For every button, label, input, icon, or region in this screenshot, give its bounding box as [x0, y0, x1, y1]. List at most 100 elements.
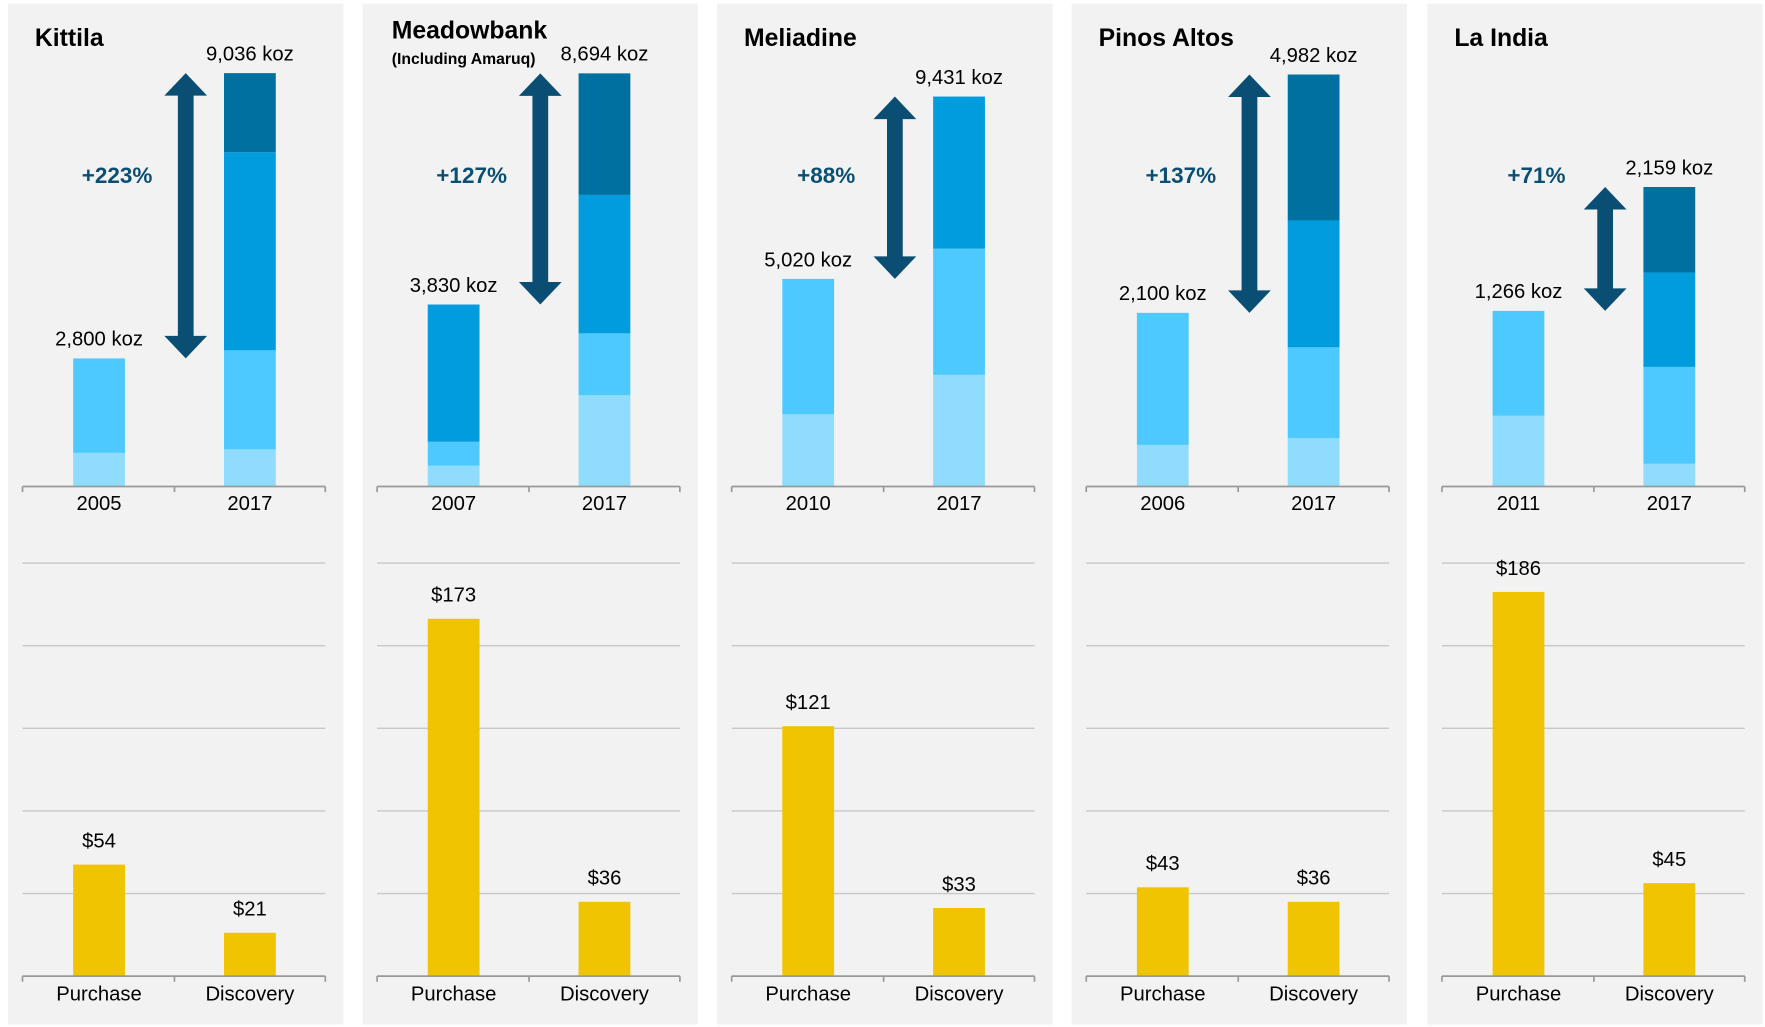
value-label: $36	[1297, 868, 1331, 890]
bar	[73, 864, 125, 977]
total-label: 1,266 koz	[1475, 281, 1563, 303]
total-label: 8,694 koz	[561, 44, 649, 66]
panel-background	[7, 3, 344, 1025]
bar-segment	[224, 73, 276, 153]
bar-segment	[1136, 312, 1189, 445]
bar	[1492, 591, 1545, 977]
bar-segment	[1287, 438, 1340, 487]
bar-segment	[1287, 220, 1340, 348]
bar-segment	[1643, 366, 1696, 464]
bar-segment	[73, 358, 125, 453]
total-label: 2,159 koz	[1625, 157, 1713, 179]
bar-segment	[1136, 444, 1189, 487]
change-arrow	[518, 73, 562, 305]
bar	[1136, 887, 1189, 977]
change-arrow	[164, 73, 208, 359]
bar-segment	[427, 441, 480, 466]
x-tick-label: 2007	[431, 493, 476, 515]
value-label: $36	[588, 868, 622, 890]
value-label: $45	[1652, 849, 1686, 871]
x-tick-label: 2011	[1497, 493, 1541, 515]
x-tick-label: 2005	[77, 493, 122, 515]
value-label: $43	[1146, 853, 1180, 875]
bar-segment	[578, 73, 631, 195]
x-tick-label: Discovery	[560, 984, 650, 1006]
change-annotation: +88%	[797, 163, 855, 188]
bar-segment	[578, 194, 631, 334]
x-tick-label: Discovery	[1269, 984, 1359, 1006]
x-tick-label: 2017	[937, 493, 982, 515]
chart-title: Meadowbank	[392, 17, 548, 44]
change-annotation: +223%	[82, 163, 153, 188]
panel-background	[1071, 3, 1408, 1025]
total-label: 9,036 koz	[206, 43, 294, 65]
value-label: $121	[786, 692, 831, 714]
total-label: 9,431 koz	[915, 67, 1003, 89]
total-label: 2,100 koz	[1119, 283, 1207, 305]
x-tick-label: Purchase	[1120, 984, 1206, 1006]
bar-segment	[933, 374, 985, 487]
change-annotation: +71%	[1507, 163, 1565, 188]
bar	[933, 907, 985, 977]
value-label: $54	[82, 830, 116, 852]
bar-segment	[224, 152, 276, 351]
bar	[1287, 901, 1340, 977]
bar-segment	[427, 465, 480, 487]
change-annotation: +127%	[436, 163, 507, 188]
x-tick-label: Discovery	[205, 984, 295, 1006]
value-label: $173	[431, 585, 476, 607]
x-tick-label: 2017	[227, 493, 272, 515]
chart-subtitle: (Including Amaruq)	[392, 51, 536, 68]
bar-segment	[782, 414, 835, 487]
bar-segment	[933, 248, 985, 375]
total-label: 5,020 koz	[764, 249, 852, 271]
change-annotation: +137%	[1145, 163, 1216, 188]
bar-segment	[782, 278, 835, 415]
x-tick-label: 2010	[786, 493, 831, 515]
chart-title: La India	[1454, 25, 1548, 52]
x-tick-label: 2017	[582, 493, 627, 515]
total-label: 3,830 koz	[410, 275, 498, 297]
change-arrow	[873, 96, 917, 279]
bar-segment	[73, 452, 125, 487]
bar	[1643, 883, 1696, 977]
bar	[578, 901, 631, 977]
change-arrow	[1583, 187, 1627, 311]
chart-title: Meliadine	[744, 25, 857, 52]
chart-title: Pinos Altos	[1099, 25, 1234, 52]
bar-segment	[224, 350, 276, 450]
x-tick-label: Discovery	[915, 984, 1005, 1006]
bar-segment	[1643, 187, 1696, 273]
chart-title: Kittila	[35, 25, 104, 52]
x-tick-label: Purchase	[411, 984, 497, 1006]
bar	[224, 932, 276, 977]
x-tick-label: Purchase	[56, 984, 142, 1006]
bar-segment	[1492, 310, 1545, 416]
bar-segment	[1287, 74, 1340, 221]
bar-segment	[933, 96, 985, 249]
panel-background	[717, 3, 1053, 1025]
bar-segment	[427, 304, 480, 442]
x-tick-label: 2006	[1140, 493, 1185, 515]
bar-segment	[578, 395, 631, 487]
bar	[427, 618, 480, 977]
bar	[782, 726, 835, 977]
change-arrow	[1228, 74, 1271, 313]
x-tick-label: 2017	[1291, 493, 1336, 515]
bar-segment	[1643, 272, 1696, 367]
value-label: $33	[942, 874, 976, 896]
x-tick-label: Discovery	[1625, 984, 1715, 1006]
x-tick-label: 2017	[1647, 493, 1692, 515]
x-tick-label: Purchase	[1476, 984, 1562, 1006]
bar-segment	[224, 449, 276, 487]
panel-background	[362, 3, 698, 1025]
bar-segment	[1287, 347, 1340, 439]
x-tick-label: Purchase	[765, 984, 851, 1006]
bar-segment	[578, 333, 631, 396]
bar-segment	[1643, 463, 1696, 487]
total-label: 4,982 koz	[1270, 45, 1358, 67]
total-label: 2,800 koz	[55, 329, 143, 351]
bar-segment	[1492, 415, 1545, 487]
